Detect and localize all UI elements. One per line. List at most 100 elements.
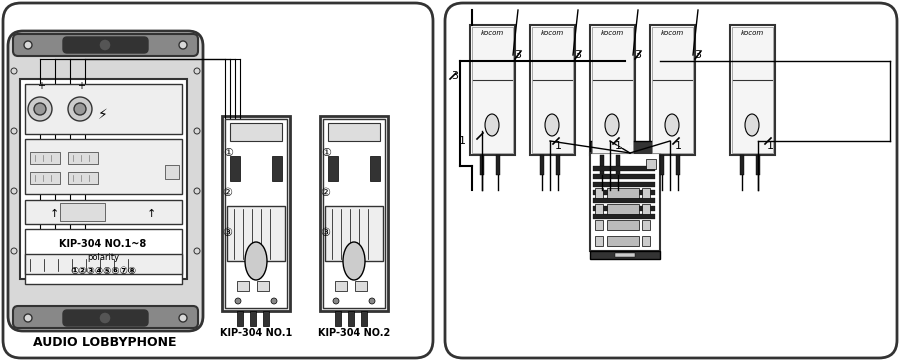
Text: KIP-304 NO.1~8: KIP-304 NO.1~8 [59,239,147,249]
Text: ①: ① [223,148,233,158]
Bar [593,166,655,171]
Text: 1: 1 [675,141,681,151]
Bar [595,220,603,230]
Bar [470,25,515,155]
Circle shape [24,314,32,322]
Circle shape [99,312,111,324]
Bar [607,220,639,230]
Text: 3: 3 [695,50,702,60]
Bar [556,155,560,175]
Bar [595,236,603,246]
Bar [593,182,655,187]
Bar [25,200,182,224]
Bar [472,27,513,153]
Text: kocom: kocom [660,30,684,36]
Bar [25,254,182,274]
Text: ↑: ↑ [147,209,157,219]
Bar [642,188,650,198]
Ellipse shape [485,114,499,136]
Text: kocom: kocom [480,30,504,36]
Bar [590,251,660,259]
Bar [650,25,695,155]
Bar [592,27,633,153]
Circle shape [11,68,17,74]
Circle shape [194,128,200,134]
FancyBboxPatch shape [63,37,148,53]
Text: kocom: kocom [541,30,564,36]
Text: ①②③④⑤⑥⑦⑧: ①②③④⑤⑥⑦⑧ [70,266,136,276]
Bar [230,123,282,141]
Text: 3: 3 [514,50,522,60]
Circle shape [74,103,86,115]
Text: +: + [37,81,45,91]
Circle shape [11,188,17,194]
Bar [740,155,744,175]
Text: 3: 3 [451,71,459,81]
Ellipse shape [343,242,365,280]
Bar [652,27,693,153]
Circle shape [68,97,92,121]
Text: AUDIO LOBBYPHONE: AUDIO LOBBYPHONE [33,336,177,349]
Circle shape [34,103,46,115]
Text: 1: 1 [614,141,622,151]
Bar [20,79,187,279]
Bar [250,311,256,326]
Bar [263,311,269,326]
Bar [660,155,664,175]
Circle shape [11,248,17,254]
Bar [328,123,380,141]
Bar [237,311,243,326]
Circle shape [271,298,277,304]
Text: kocom: kocom [600,30,623,36]
Bar [646,159,656,169]
Bar [732,27,773,153]
Bar [237,281,249,291]
Text: KIP-304 NO.2: KIP-304 NO.2 [318,328,390,338]
Bar [30,152,60,164]
Text: 1: 1 [459,136,466,146]
Bar [320,116,388,311]
Bar [225,119,287,308]
Bar [361,311,367,326]
Bar [593,174,655,179]
Bar [68,172,98,184]
Bar [756,155,760,175]
Text: ⚡: ⚡ [98,108,108,122]
Bar [593,198,655,203]
Bar [593,214,655,219]
Text: 1: 1 [554,141,561,151]
FancyBboxPatch shape [13,34,198,56]
Bar [616,155,620,175]
Text: ③: ③ [222,228,232,238]
Ellipse shape [665,114,679,136]
Bar [227,206,285,261]
Text: ↑: ↑ [50,209,59,219]
Bar [335,311,341,326]
Bar [68,152,98,164]
Circle shape [194,248,200,254]
Bar [60,203,105,221]
Text: ②: ② [222,188,232,198]
Bar [530,25,575,155]
Ellipse shape [745,114,759,136]
Text: 3: 3 [575,50,581,60]
Text: polarity: polarity [86,252,119,261]
Text: kocom: kocom [616,144,634,149]
Circle shape [99,39,111,51]
Bar [593,190,655,195]
FancyBboxPatch shape [63,310,148,326]
Bar [348,311,354,326]
Bar [615,253,635,257]
Bar [25,84,182,134]
Bar [25,229,182,284]
Bar [480,155,484,175]
Bar [257,281,269,291]
Bar [676,155,680,175]
Ellipse shape [605,114,619,136]
Bar [607,236,639,246]
Text: KIP-304 NO.1: KIP-304 NO.1 [220,328,292,338]
Bar [532,27,573,153]
Bar [593,206,655,211]
Bar [272,156,282,181]
Bar [730,25,775,155]
